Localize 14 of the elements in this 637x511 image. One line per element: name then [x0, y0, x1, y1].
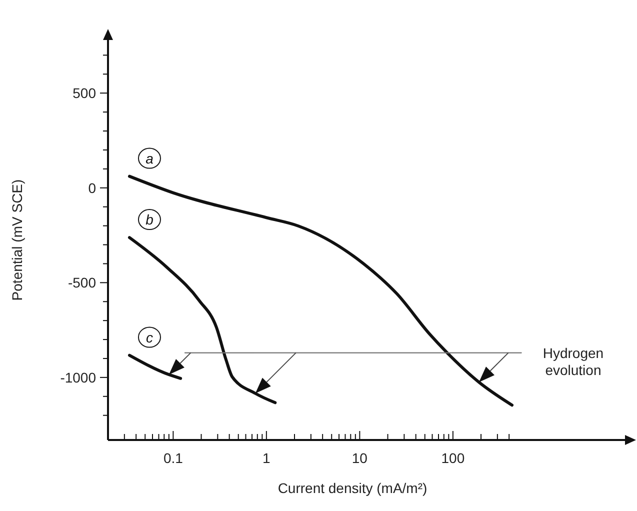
y-tick-label: 0: [88, 180, 96, 196]
y-tick-label: 500: [72, 85, 96, 102]
series-label: b: [146, 212, 154, 228]
x-tick-label: 1: [262, 450, 271, 466]
series-label: c: [146, 329, 153, 346]
series-label: a: [146, 150, 154, 166]
y-tick-label: -1000: [60, 369, 96, 386]
x-tick-label: 10: [352, 450, 368, 466]
x-axis-title: Current density (mA/m²): [278, 480, 428, 496]
y-tick-label: -500: [68, 274, 96, 291]
annotation: Hydrogen evolution: [542, 344, 604, 378]
y-axis-title: Potential (mV SCE): [9, 179, 25, 301]
x-tick-label: 100: [441, 450, 465, 466]
x-tick-label: 0.1: [163, 450, 184, 466]
